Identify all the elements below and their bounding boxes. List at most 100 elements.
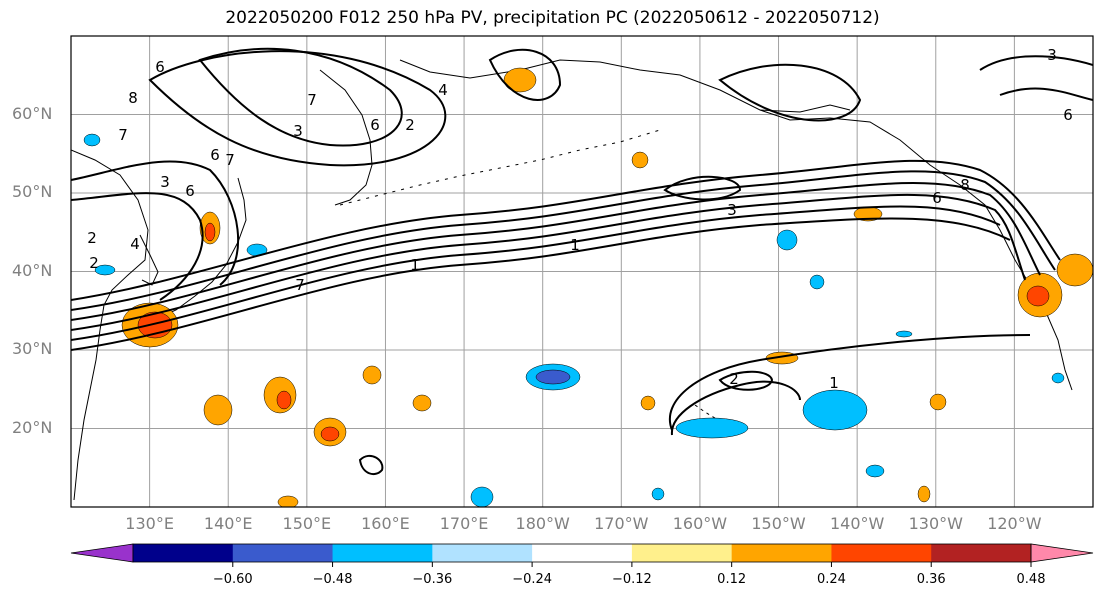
pv-contour bbox=[71, 193, 1026, 331]
longitude-label: 120°W bbox=[987, 514, 1042, 533]
coastline-bering bbox=[399, 59, 851, 113]
contour-label: 6 bbox=[210, 146, 220, 164]
contour-label: 8 bbox=[128, 89, 138, 107]
colorbar-tick-label: 0.12 bbox=[717, 572, 747, 587]
precip-patch bbox=[470, 486, 494, 507]
pv-contour bbox=[669, 334, 1031, 431]
contour-label: 7 bbox=[295, 276, 305, 294]
precip-patch bbox=[276, 390, 292, 410]
longitude-label: 130°W bbox=[908, 514, 963, 533]
precip-patch bbox=[362, 365, 382, 385]
pv-contour bbox=[71, 159, 1061, 301]
contour-label: 1 bbox=[570, 236, 580, 254]
contour-label: 4 bbox=[130, 235, 140, 253]
colorbar-tick-label: 0.48 bbox=[1016, 572, 1046, 587]
latitude-label: 60°N bbox=[12, 103, 53, 123]
coastlines bbox=[71, 59, 1073, 501]
contour-label: 6 bbox=[155, 58, 165, 76]
map-title: 2022050200 F012 250 hPa PV, precipitatio… bbox=[225, 8, 880, 28]
latitude-label: 40°N bbox=[12, 260, 53, 280]
map-frame bbox=[70, 35, 1094, 508]
colorbar-tick-label: −0.36 bbox=[412, 572, 453, 587]
precip-patch bbox=[802, 389, 868, 431]
precip-patch bbox=[809, 274, 825, 290]
contour-label: 4 bbox=[438, 81, 448, 99]
longitude-label: 170°E bbox=[439, 514, 489, 533]
precip-patch bbox=[204, 222, 216, 242]
longitude-label: 150°E bbox=[282, 514, 332, 533]
precip-patch bbox=[895, 330, 913, 338]
contour-label: 3 bbox=[1047, 46, 1057, 64]
longitude-label: 140°E bbox=[203, 514, 253, 533]
longitude-label: 150°W bbox=[751, 514, 806, 533]
precip-patch bbox=[83, 133, 101, 147]
contour-label: 7 bbox=[225, 151, 235, 169]
colorbar-segment bbox=[931, 544, 1032, 562]
pv-contour bbox=[358, 454, 384, 476]
contour-label: 8 bbox=[960, 176, 970, 194]
precipitation-shading bbox=[83, 67, 1093, 507]
colorbar-tick-label: −0.12 bbox=[611, 572, 652, 587]
pv-contour bbox=[71, 170, 1056, 311]
pv-contour bbox=[71, 205, 1001, 341]
longitude-label: 160°E bbox=[361, 514, 410, 533]
colorbar bbox=[70, 543, 1094, 567]
precip-patch bbox=[640, 395, 656, 411]
coastline-kamchatka bbox=[319, 69, 373, 206]
coastline-asia bbox=[71, 149, 149, 501]
pv-contour bbox=[198, 47, 403, 147]
precip-patch bbox=[503, 67, 537, 93]
contour-label: 2 bbox=[87, 229, 97, 247]
pv-contours bbox=[71, 47, 1093, 476]
pv-contour bbox=[718, 370, 774, 391]
colorbar-extend-high bbox=[1030, 543, 1094, 563]
pv-contour bbox=[71, 217, 1011, 351]
pv-contour bbox=[979, 55, 1093, 71]
contour-label: 2 bbox=[89, 254, 99, 272]
precip-patch bbox=[320, 426, 340, 442]
precip-patch bbox=[1051, 372, 1065, 384]
colorbar-tick-label: −0.24 bbox=[512, 572, 553, 587]
contour-label: 6 bbox=[370, 116, 380, 134]
contour-label: 1 bbox=[829, 374, 839, 392]
precip-patch bbox=[675, 417, 749, 439]
colorbar-segment bbox=[432, 544, 533, 562]
colorbar-segment bbox=[232, 544, 334, 562]
contour-label: 7 bbox=[118, 126, 128, 144]
colorbar-tick-label: 0.36 bbox=[916, 572, 946, 587]
latitude-label: 50°N bbox=[12, 182, 53, 201]
precip-patch bbox=[203, 394, 233, 426]
pv-contour bbox=[999, 87, 1093, 101]
pv-contour bbox=[71, 182, 1041, 321]
contour-label: 6 bbox=[1063, 106, 1073, 124]
coastline-aleutians bbox=[339, 129, 661, 206]
colorbar-tick-label: 0.24 bbox=[816, 572, 846, 587]
colorbar-segment bbox=[532, 544, 633, 562]
precip-patch bbox=[1026, 285, 1050, 307]
contour-label: 3 bbox=[293, 122, 303, 140]
precip-patch bbox=[917, 485, 931, 503]
colorbar-segment bbox=[831, 544, 932, 562]
longitude-label: 140°W bbox=[829, 514, 885, 533]
precip-patch bbox=[865, 464, 885, 478]
colorbar-extend-low bbox=[70, 543, 134, 563]
pv-contour bbox=[71, 160, 240, 286]
precip-patch bbox=[631, 151, 649, 169]
longitude-label: 170°W bbox=[594, 514, 649, 533]
precip-patch bbox=[651, 487, 665, 501]
latitude-label: 20°N bbox=[12, 417, 53, 437]
contour-label: 2 bbox=[729, 370, 739, 388]
pv-contour bbox=[663, 175, 742, 201]
pv-contour bbox=[71, 192, 204, 301]
precip-patch bbox=[535, 369, 571, 385]
precip-patch bbox=[94, 264, 116, 276]
contour-label: 1 bbox=[410, 256, 420, 274]
pv-contour bbox=[148, 50, 447, 167]
precip-patch bbox=[277, 495, 299, 507]
contour-label: 6 bbox=[185, 182, 195, 200]
coastline-alaska bbox=[759, 109, 1073, 391]
gridlines bbox=[71, 36, 1093, 507]
coastline-korea bbox=[139, 234, 159, 286]
